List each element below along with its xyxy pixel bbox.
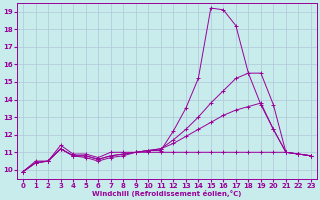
X-axis label: Windchill (Refroidissement éolien,°C): Windchill (Refroidissement éolien,°C): [92, 190, 242, 197]
